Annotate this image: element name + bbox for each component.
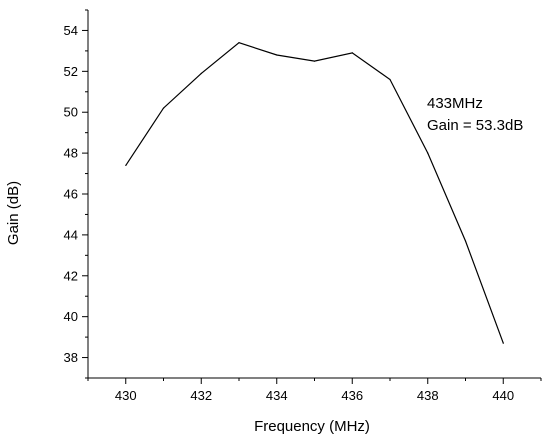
data-point <box>238 42 240 44</box>
y-axis-title: Gain (dB) <box>5 181 22 245</box>
y-tick-label: 40 <box>64 309 78 324</box>
y-tick-label: 48 <box>64 146 78 161</box>
data-point <box>502 342 504 344</box>
x-tick-label: 438 <box>417 388 439 403</box>
annotation: 433MHz Gain = 53.3dB <box>427 95 523 134</box>
series-group <box>125 42 504 344</box>
y-tick-label: 52 <box>64 64 78 79</box>
x-axis-title: Frequency (MHz) <box>254 418 370 435</box>
gain-series-line <box>125 42 504 344</box>
axes <box>87 10 541 379</box>
y-tick-label: 54 <box>64 23 78 38</box>
annotation-line: Gain = 53.3dB <box>427 117 523 134</box>
x-tick-label: 440 <box>492 388 514 403</box>
data-point <box>313 60 316 62</box>
y-tick-label: 42 <box>64 268 78 283</box>
data-point <box>162 107 165 109</box>
data-point <box>427 152 429 154</box>
ticks: 430 432 434 436 438 440 38 40 42 44 46 48 50 52 54 <box>64 9 542 403</box>
x-tick-label: 432 <box>190 388 212 403</box>
x-tick-label: 430 <box>115 388 137 403</box>
y-tick-label: 44 <box>64 227 78 242</box>
y-tick-label: 46 <box>64 187 78 202</box>
annotation-line: 433MHz <box>427 95 483 112</box>
x-tick-label: 434 <box>266 388 288 403</box>
data-point <box>276 54 278 56</box>
data-point <box>351 52 353 54</box>
x-tick-label: 436 <box>341 388 363 403</box>
y-tick-label: 38 <box>64 350 78 365</box>
data-point <box>125 164 127 166</box>
data-point <box>200 72 202 74</box>
data-point <box>389 78 391 81</box>
y-tick-label: 50 <box>64 105 78 120</box>
data-point <box>464 240 467 242</box>
